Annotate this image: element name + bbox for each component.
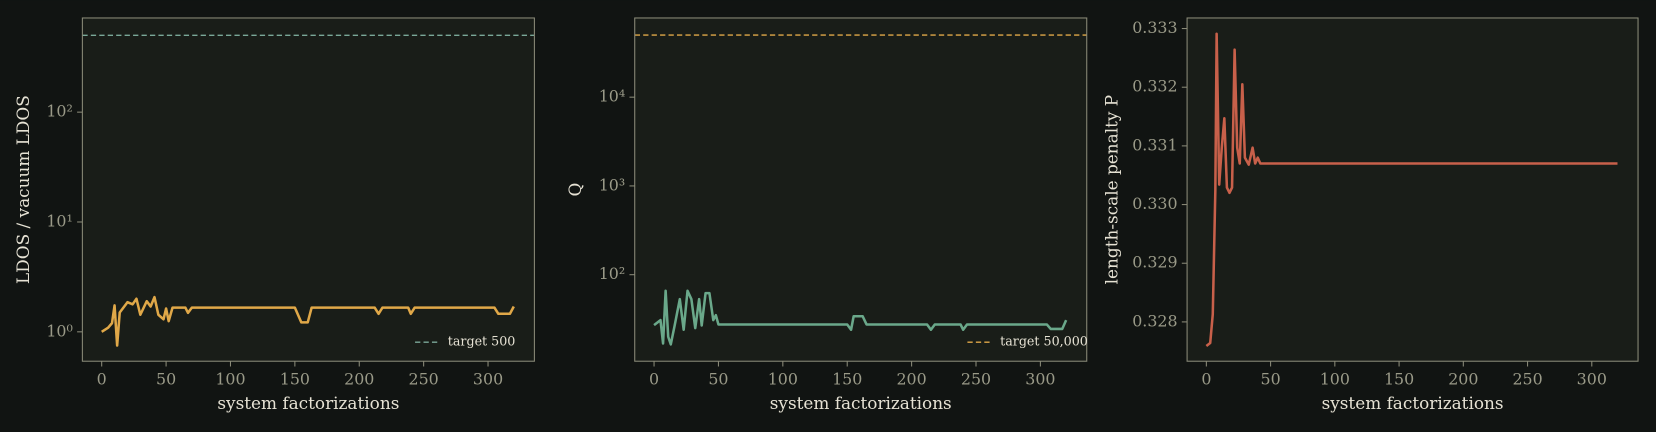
x-tick-label: 50: [156, 370, 176, 389]
x-tick-label: 0: [1201, 370, 1211, 389]
x-axis-label: system factorizations: [1322, 393, 1504, 413]
x-tick-label: 150: [280, 370, 310, 389]
data-line: [1205, 32, 1618, 347]
y-tick-label: 10⁰: [46, 321, 73, 340]
y-tick-label: 0.331: [1132, 135, 1177, 154]
y-tick-label: 10¹: [46, 211, 73, 230]
x-tick-label: 50: [708, 370, 728, 389]
y-tick-label: 0.333: [1132, 18, 1177, 37]
x-tick-label: 50: [1261, 370, 1281, 389]
plot-area: [1187, 17, 1639, 362]
x-tick-label: 100: [768, 370, 798, 389]
x-tick-label: 200: [344, 370, 374, 389]
x-tick-label: 250: [409, 370, 439, 389]
x-tick-label: 0: [97, 370, 107, 389]
plot-frame: [634, 17, 1088, 362]
y-axis-label: Q: [565, 183, 585, 197]
y-tick-label: 10⁴: [599, 87, 626, 106]
y-axis-label: length-scale penalty P: [1102, 95, 1122, 284]
y-tick-label: 10²: [599, 264, 626, 283]
x-axis-label: system factorizations: [770, 393, 952, 413]
x-tick-label: 250: [1512, 370, 1542, 389]
x-axis-label: system factorizations: [217, 393, 399, 413]
y-axis-label: LDOS / vacuum LDOS: [13, 95, 33, 284]
x-tick-label: 300: [1577, 370, 1607, 389]
x-tick-label: 200: [896, 370, 926, 389]
x-tick-label: 150: [832, 370, 862, 389]
y-tick-label: 10²: [46, 102, 73, 121]
x-tick-label: 300: [1025, 370, 1055, 389]
data-line: [653, 289, 1068, 346]
y-tick-label: 0.329: [1132, 253, 1177, 272]
x-tick-label: 150: [1384, 370, 1414, 389]
data-line: [101, 295, 515, 347]
x-tick-label: 200: [1448, 370, 1478, 389]
plot-area: [82, 17, 535, 362]
plot-frame: [81, 17, 535, 362]
y-tick-label: 10³: [599, 175, 626, 194]
plot-frame: [1186, 17, 1639, 362]
y-tick-label: 0.330: [1132, 194, 1177, 213]
y-tick-label: 0.332: [1132, 77, 1177, 96]
x-tick-label: 300: [473, 370, 503, 389]
y-tick-label: 0.328: [1132, 311, 1177, 330]
x-tick-label: 100: [215, 370, 245, 389]
x-tick-label: 0: [649, 370, 659, 389]
x-tick-label: 250: [961, 370, 991, 389]
legend-label: target 50,000: [1000, 334, 1088, 349]
legend-label: target 500: [448, 334, 516, 349]
x-tick-label: 100: [1320, 370, 1350, 389]
